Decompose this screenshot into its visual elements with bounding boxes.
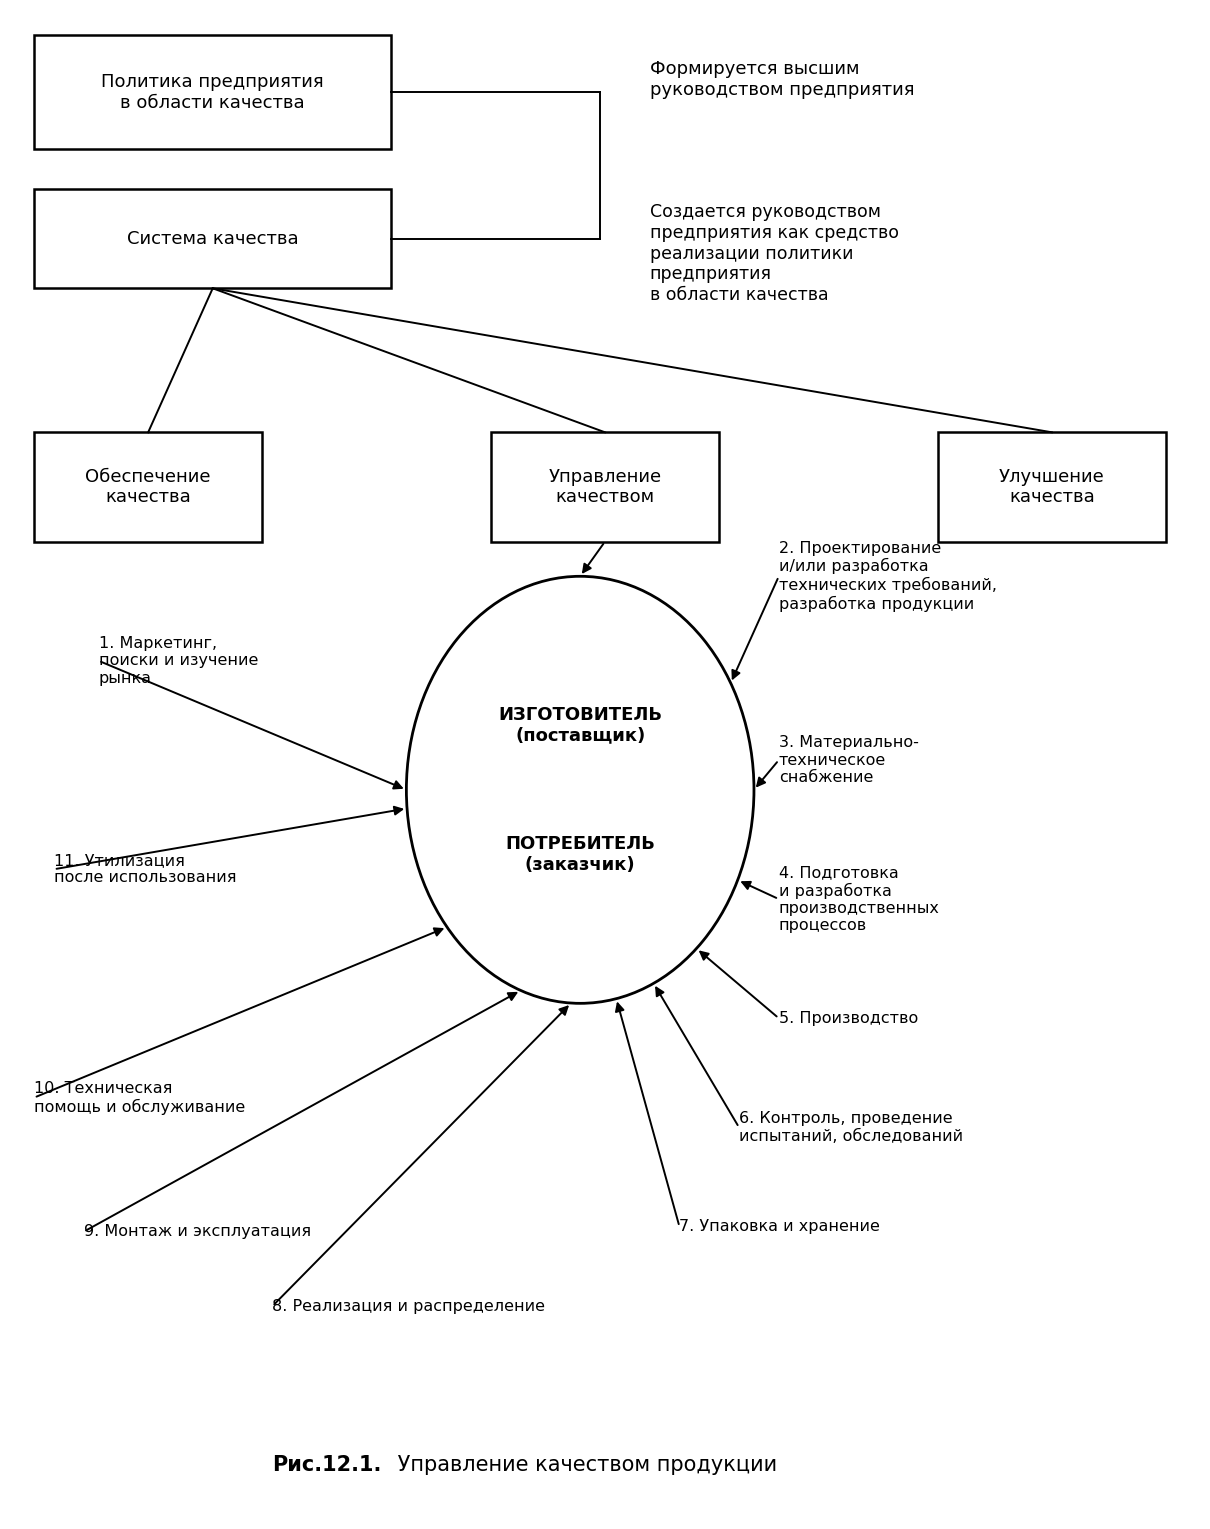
Text: Рис.12.1.: Рис.12.1. <box>272 1456 381 1475</box>
Bar <box>491 433 719 541</box>
Text: Управление
качеством: Управление качеством <box>548 468 662 506</box>
Text: 9. Монтаж и эксплуатация: 9. Монтаж и эксплуатация <box>83 1225 311 1240</box>
Text: Создается руководством
предприятия как средство
реализации политики
предприятия
: Создается руководством предприятия как с… <box>650 203 899 304</box>
Text: Управление качеством продукции: Управление качеством продукции <box>392 1456 778 1475</box>
Text: Обеспечение
качества: Обеспечение качества <box>86 468 211 506</box>
Text: 11. Утилизация
после использования: 11. Утилизация после использования <box>53 853 236 885</box>
Bar <box>34 433 263 541</box>
Bar <box>34 190 392 289</box>
Text: Система качества: Система качества <box>127 229 299 248</box>
Text: 8. Реализация и распределение: 8. Реализация и распределение <box>272 1298 546 1313</box>
Text: ИЗГОТОВИТЕЛЬ
(поставщик): ИЗГОТОВИТЕЛЬ (поставщик) <box>499 706 662 745</box>
Text: Формируется высшим
руководством предприятия: Формируется высшим руководством предприя… <box>650 60 915 99</box>
Text: 4. Подготовка
и разработка
производственных
процессов: 4. Подготовка и разработка производствен… <box>779 865 940 933</box>
Bar <box>938 433 1166 541</box>
Bar <box>34 35 392 150</box>
Ellipse shape <box>407 576 754 1003</box>
Text: 7. Упаковка и хранение: 7. Упаковка и хранение <box>680 1219 881 1234</box>
Text: 6. Контроль, проведение
испытаний, обследований: 6. Контроль, проведение испытаний, обсле… <box>739 1112 963 1144</box>
Text: 10. Техническая
помощь и обслуживание: 10. Техническая помощь и обслуживание <box>34 1081 246 1115</box>
Text: 5. Производство: 5. Производство <box>779 1011 918 1026</box>
Text: ПОТРЕБИТЕЛЬ
(заказчик): ПОТРЕБИТЕЛЬ (заказчик) <box>506 835 655 873</box>
Text: 3. Материально-
техническое
снабжение: 3. Материально- техническое снабжение <box>779 735 918 784</box>
Text: 1. Маркетинг,
поиски и изучение
рынка: 1. Маркетинг, поиски и изучение рынка <box>98 636 258 685</box>
Text: 2. Проектирование
и/или разработка
технических требований,
разработка продукции: 2. Проектирование и/или разработка техни… <box>779 541 997 612</box>
Text: Политика предприятия
в области качества: Политика предприятия в области качества <box>102 73 324 112</box>
Text: Улучшение
качества: Улучшение качества <box>999 468 1105 506</box>
